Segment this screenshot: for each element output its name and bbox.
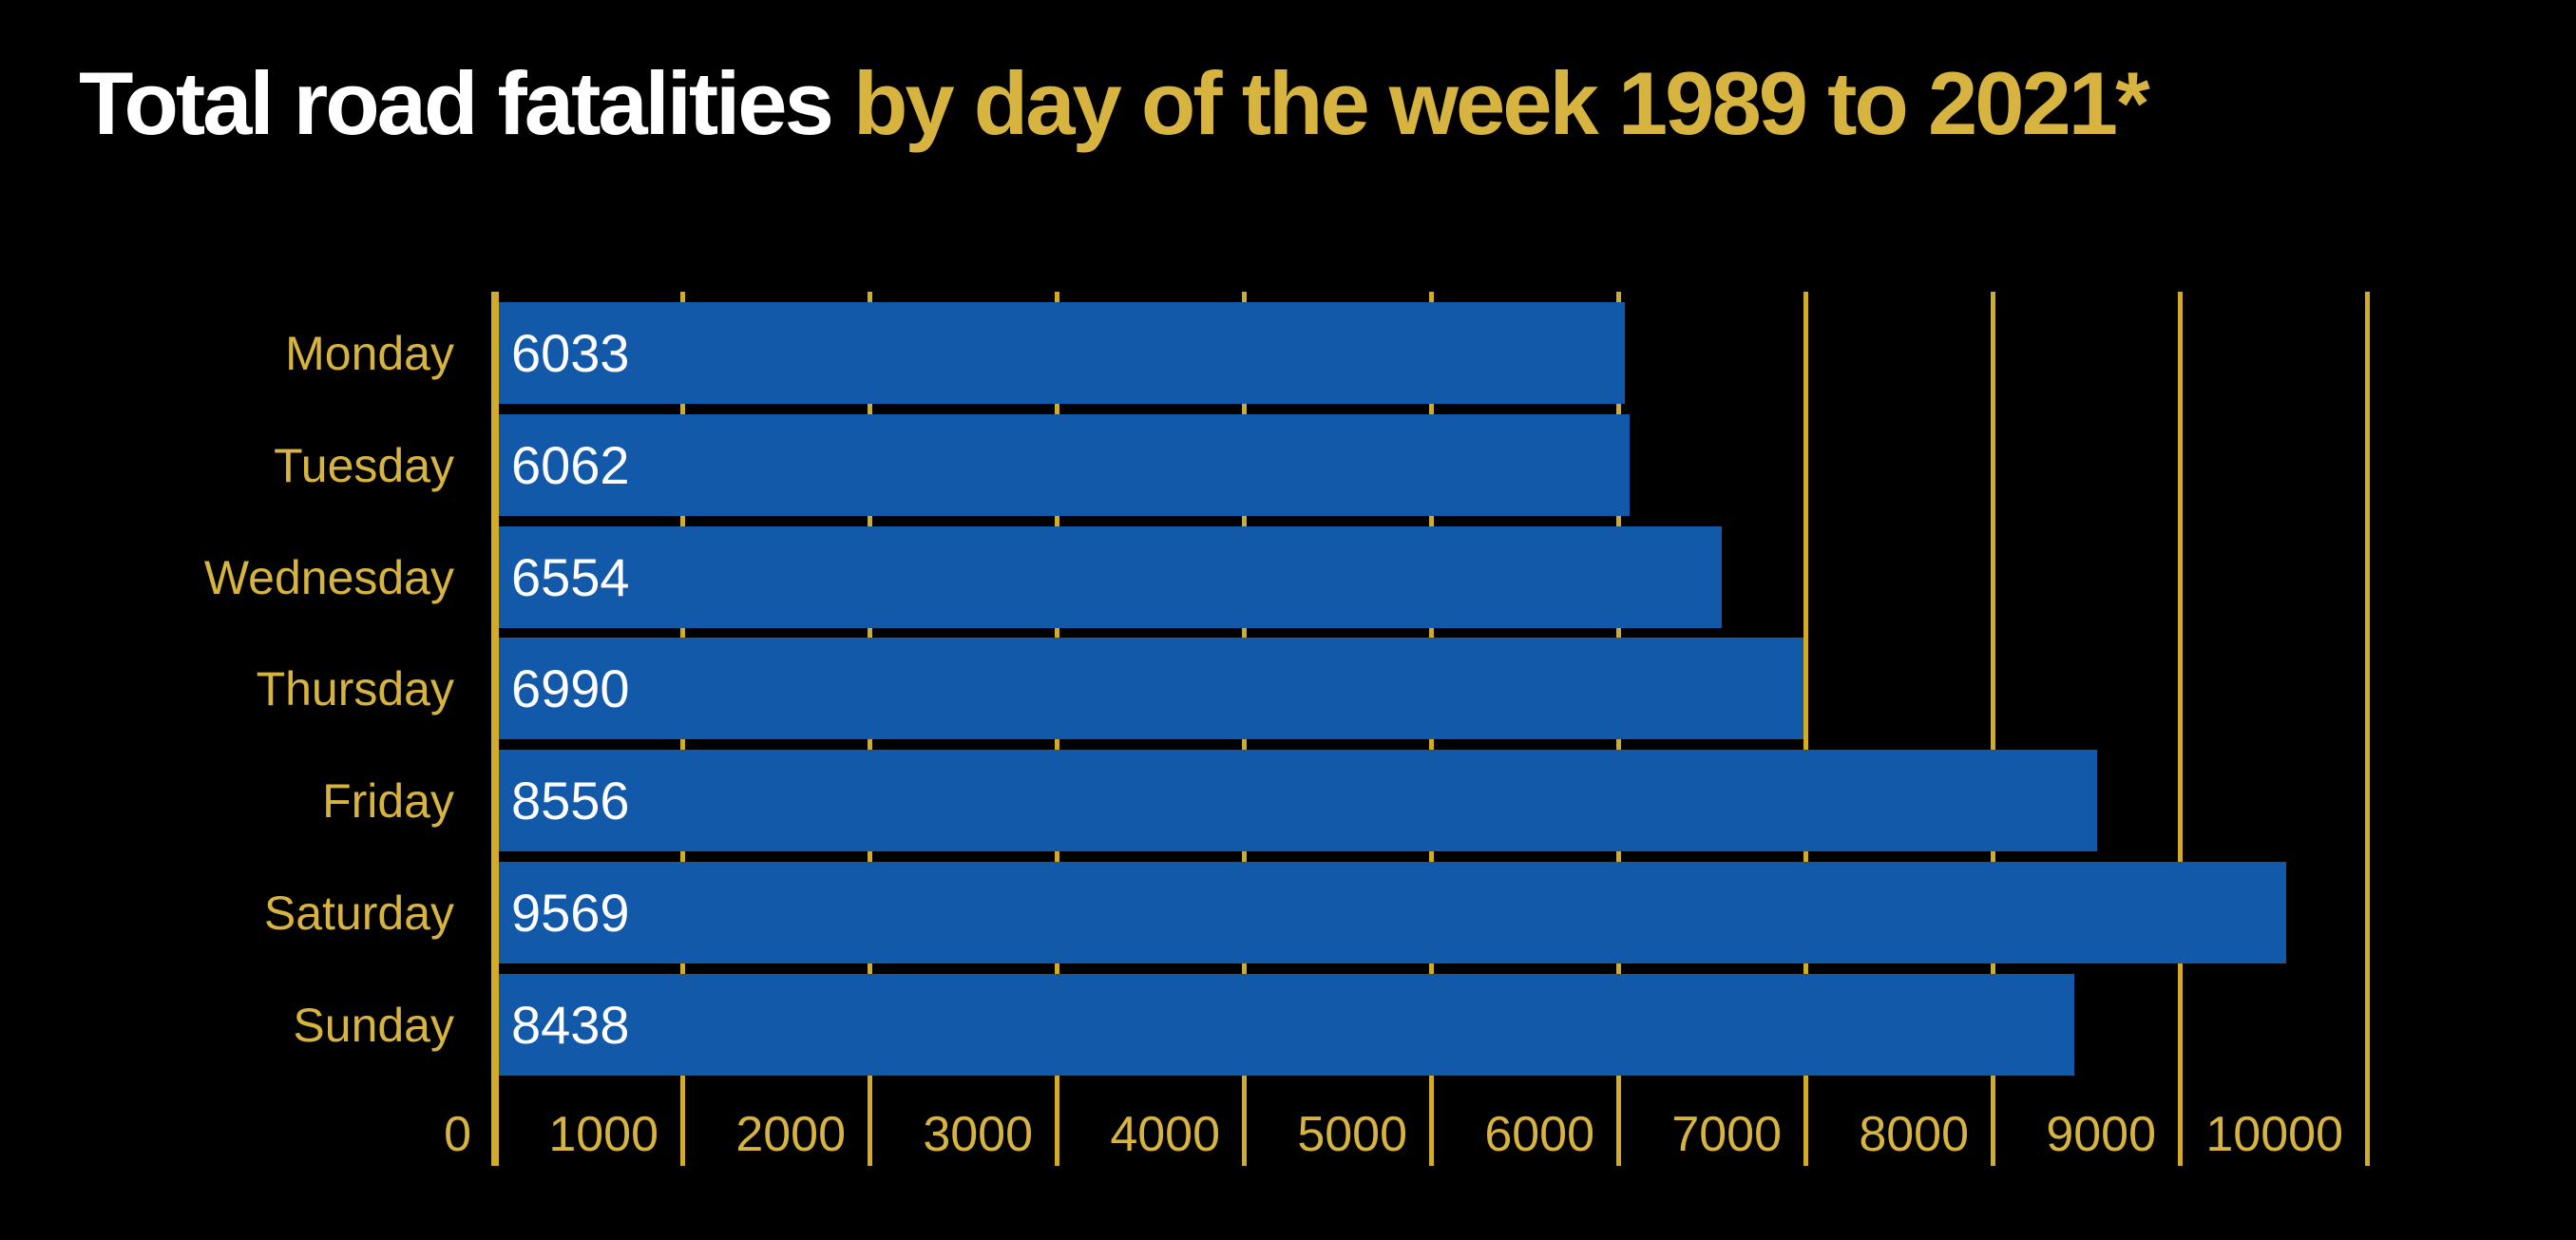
x-tick-label: 2000	[735, 1107, 846, 1162]
x-tick-label: 6000	[1484, 1107, 1594, 1162]
title-accent: by day of the week 1989 to 2021*	[830, 53, 2150, 153]
day-label: Sunday	[293, 998, 454, 1052]
bar-value-label: 8438	[511, 995, 630, 1055]
day-label: Thursday	[256, 661, 454, 715]
bar-friday: 8556	[499, 750, 2097, 851]
y-axis-line	[491, 292, 499, 1166]
x-tick-label: 10000	[2205, 1107, 2343, 1162]
page-title: Total road fatalities by day of the week…	[79, 53, 2150, 153]
bar-sunday: 8438	[499, 974, 2074, 1076]
bar-value-label: 6990	[511, 658, 630, 718]
day-label: Friday	[322, 773, 454, 828]
bar-value-label: 6062	[511, 435, 630, 495]
day-label: Tuesday	[274, 438, 454, 492]
x-tick-label: 9000	[2046, 1107, 2156, 1162]
bar-value-label: 6033	[511, 323, 630, 383]
x-tick-label: 0	[444, 1107, 471, 1162]
x-tick-label: 5000	[1297, 1107, 1407, 1162]
bar-value-label: 9569	[511, 883, 630, 943]
title-main: Total road fatalities	[79, 53, 834, 153]
day-label: Saturday	[263, 886, 454, 940]
x-tick-label: 8000	[1859, 1107, 1969, 1162]
bar-monday: 6033	[499, 302, 1625, 404]
bar-value-label: 8556	[511, 771, 630, 830]
x-tick-label: 1000	[548, 1107, 658, 1162]
day-label: Wednesday	[203, 550, 454, 604]
bar-wednesday: 6554	[499, 526, 1722, 628]
bar-value-label: 6554	[511, 547, 630, 607]
gridline	[1803, 292, 1808, 1166]
x-tick-label: 7000	[1671, 1107, 1782, 1162]
x-tick-label: 3000	[923, 1107, 1033, 1162]
day-label: Monday	[285, 326, 454, 380]
gridline	[2177, 292, 2183, 1166]
x-tick-label: 4000	[1110, 1107, 1220, 1162]
bar-thursday: 6990	[499, 638, 1803, 739]
gridline	[1990, 292, 1995, 1166]
bar-saturday: 9569	[499, 862, 2286, 963]
bar-tuesday: 6062	[499, 414, 1630, 516]
gridline	[2364, 292, 2370, 1166]
